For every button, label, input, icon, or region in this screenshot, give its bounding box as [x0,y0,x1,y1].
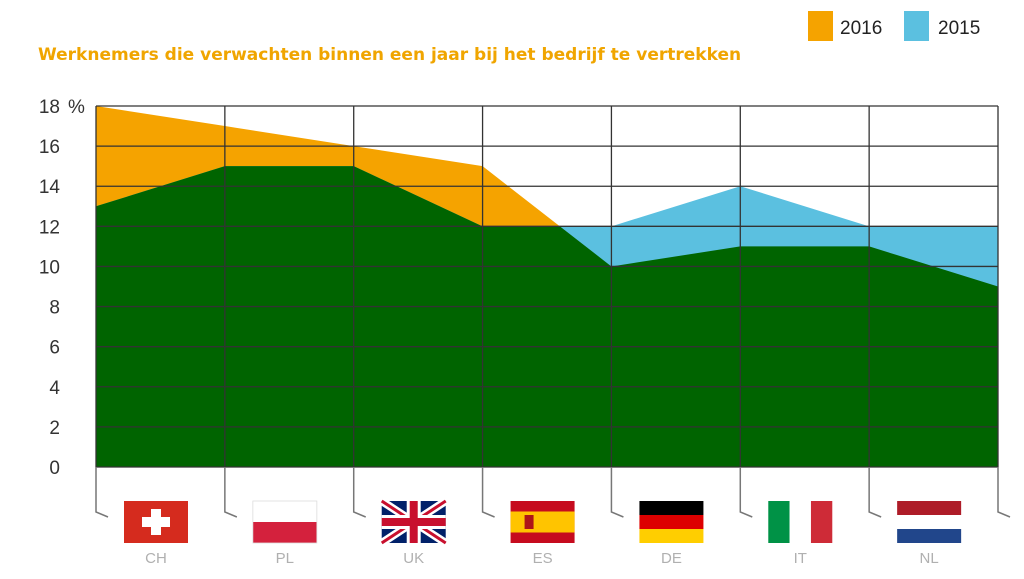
legend-swatch-2016 [808,11,833,41]
y-tick-label: 14 [39,177,61,198]
x-tick-label: ES [533,550,553,567]
flag-es [510,501,575,543]
flag-stripe [897,501,962,515]
x-tick-label: UK [403,550,424,567]
flag-emblem [524,515,534,529]
flag-stripe [639,501,704,515]
flag-stripe [810,501,833,543]
y-tick-label: 12 [39,217,60,238]
flag-stripe [789,501,811,543]
chart-title: Werknemers die verwachten binnen een jaa… [38,45,741,65]
drop-line [481,467,495,518]
y-tick-label: 10 [39,257,60,278]
flag-cross [381,518,446,526]
flag-stripe [897,529,962,543]
y-tick-label: 4 [49,378,60,399]
flag-stripe [510,511,575,533]
flag-stripe [252,522,317,543]
flag-de [639,501,704,543]
drop-line [739,467,753,518]
legend-label-2016: 2016 [840,18,882,39]
x-tick-label: NL [920,550,939,567]
flag-cross [142,517,170,527]
overlap-area [96,166,998,467]
legend-swatch-2015 [904,11,929,41]
flag-stripe [897,515,962,529]
x-tick-label: IT [794,550,807,567]
drop-line [610,467,624,518]
y-tick-label: 18 [39,97,60,118]
flag-stripe [768,501,790,543]
flag-border [252,500,318,544]
x-tick-label: PL [276,550,294,567]
flag-stripe [252,501,317,522]
drop-line [95,467,109,518]
flag-it [768,501,833,543]
drop-line [224,467,238,518]
flag-uk [379,497,448,547]
drop-line [868,467,882,518]
y-tick-label: 16 [39,137,60,158]
y-tick-label: 2 [49,418,60,439]
flag-pl [252,500,318,544]
y-tick-label: 8 [49,298,60,319]
legend-label-2015: 2015 [938,18,980,39]
y-tick-label: 0 [49,458,60,479]
flag-stripe [639,515,704,529]
y-axis-unit: % [68,97,85,118]
drop-line [997,467,1011,518]
flag-ch [124,501,188,543]
x-tick-label: CH [145,550,167,567]
drop-line [352,467,367,518]
x-tick-label: DE [661,550,682,567]
legend: 2016 2015 [808,11,980,41]
flag-stripe [639,529,704,543]
flag-nl [897,501,962,543]
y-tick-label: 6 [49,338,60,359]
